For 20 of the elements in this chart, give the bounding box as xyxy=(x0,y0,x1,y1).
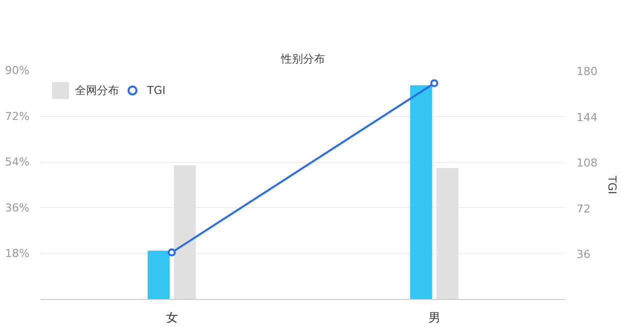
y2-tick-label: 108 xyxy=(576,156,598,170)
x-tick-label: 女 xyxy=(166,310,178,324)
bar xyxy=(174,165,196,300)
y-tick-label: 54% xyxy=(5,156,30,169)
y-tick-label: 36% xyxy=(5,201,30,214)
y-tick-label: 90% xyxy=(5,64,30,77)
legend-label: TGI xyxy=(147,84,166,96)
y-tick-label: 18% xyxy=(5,247,30,260)
bar xyxy=(148,250,170,300)
bar xyxy=(436,168,458,300)
y-tick-label: 72% xyxy=(5,110,30,123)
legend-label: 全网分布 xyxy=(75,82,119,98)
bar xyxy=(410,85,432,300)
x-tick-label: 男 xyxy=(428,310,440,324)
y2-tick-label: 180 xyxy=(576,65,598,78)
y2-axis-title: TGI xyxy=(605,174,618,194)
chart-title: 性别分布 xyxy=(280,52,325,66)
y2-tick-label: 36 xyxy=(576,248,590,262)
y2-tick-label: 72 xyxy=(576,202,590,216)
y2-tick-label: 144 xyxy=(576,110,598,124)
